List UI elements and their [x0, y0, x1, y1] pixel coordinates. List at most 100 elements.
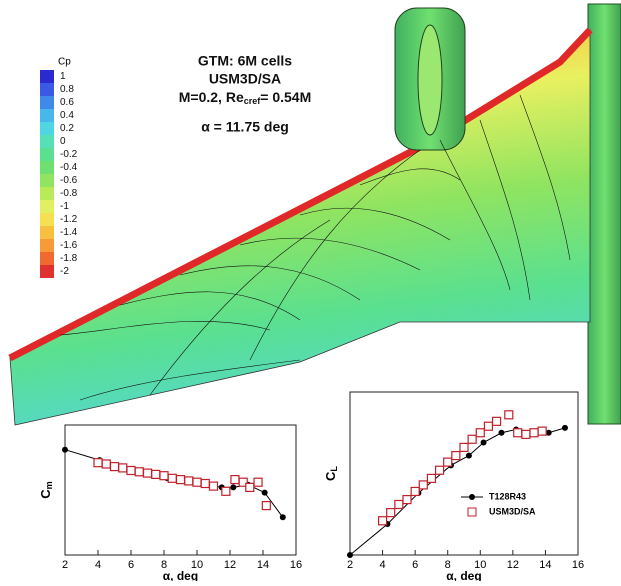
colorbar: Cp 1 0.8 0.6 0.4 0.2 0 -0.2 -0.4 -0.6 -0.8 -1 -1.2 -…: [40, 57, 78, 278]
x-tick-label: 12: [507, 559, 519, 571]
colorbar-band: [40, 161, 54, 174]
data-point: [175, 475, 186, 485]
data-point: [529, 428, 539, 438]
annotation: GTM: 6M cells USM3D/SA M=0.2, Recref= 0.…: [179, 53, 311, 135]
colorbar-band: [40, 226, 54, 239]
data-point: [426, 473, 437, 483]
y-axis-label-sub: L: [329, 466, 339, 472]
data-point: [208, 481, 219, 491]
annotation-line: USM3D/SA: [209, 71, 281, 87]
x-tick-label: 8: [161, 559, 167, 571]
data-point: [62, 446, 68, 453]
data-point: [93, 458, 103, 468]
data-point: [118, 463, 128, 473]
y-axis-label: Cm: [38, 481, 54, 498]
data-point: [465, 452, 472, 459]
colorbar-tick-label: -0.8: [60, 188, 78, 199]
y-axis-label-sub: m: [44, 481, 54, 489]
data-point: [394, 499, 404, 510]
y-axis-label-main: C: [38, 489, 53, 499]
data-point: [475, 428, 485, 438]
colorbar-tick-label: -1: [60, 201, 69, 212]
colorbar-band: [40, 96, 54, 109]
colorbar-tick-label: -1.4: [60, 227, 78, 238]
y-axis-label: CL: [323, 466, 339, 481]
x-tick-label: 14: [539, 559, 551, 571]
data-point: [561, 424, 568, 431]
data-point: [347, 552, 353, 558]
x-tick-label: 8: [445, 559, 451, 571]
data-point: [230, 484, 237, 491]
colorbar-band: [40, 265, 54, 278]
colorbar-band: [40, 83, 54, 96]
data-point: [443, 457, 453, 467]
data-point: [537, 426, 547, 436]
x-tick-label: 16: [572, 559, 584, 571]
x-tick-label: 2: [62, 559, 68, 571]
data-point: [491, 416, 502, 426]
data-point: [109, 462, 120, 472]
data-point: [134, 467, 144, 477]
annotation-conditions: M=0.2, Recref= 0.54M: [179, 89, 311, 107]
colorbar-band: [40, 239, 54, 252]
legend-label: T128R43: [489, 491, 526, 501]
x-tick-label: 4: [95, 559, 101, 571]
data-point: [386, 508, 396, 518]
x-tick-label: 10: [474, 559, 486, 571]
colorbar-tick-label: -1.2: [60, 214, 78, 225]
pylon: [417, 24, 443, 136]
colorbar-tick-label: 1: [60, 71, 66, 82]
colorbar-tick-label: -0.6: [60, 175, 78, 186]
data-point: [101, 459, 111, 469]
x-tick-label: 12: [224, 559, 236, 571]
data-point: [402, 494, 412, 505]
colorbar-tick-label: 0.6: [60, 97, 74, 108]
data-point: [221, 486, 231, 496]
colorbar-tick-label: -2: [60, 266, 69, 277]
data-point: [159, 471, 169, 481]
x-tick-label: 16: [290, 559, 302, 571]
colorbar-tick-label: -0.4: [60, 162, 78, 173]
data-point: [459, 442, 469, 453]
colorbar-tick-label: -1.8: [60, 253, 78, 264]
data-point: [245, 482, 255, 492]
data-point: [192, 477, 202, 487]
x-tick-label: 6: [412, 559, 418, 571]
streamlines: [59, 94, 571, 401]
chart: 2 4 6 8 10 12 14 16 α, deg Cm: [38, 424, 302, 583]
x-tick-label: 4: [380, 559, 386, 571]
data-point: [545, 429, 552, 436]
colorbar-band: [40, 70, 54, 83]
data-point: [483, 421, 494, 431]
data-point: [151, 469, 161, 479]
colorbar-band: [40, 187, 54, 200]
data-point: [184, 476, 194, 486]
data-point: [513, 428, 523, 438]
x-tick-label: 6: [128, 559, 134, 571]
data-point: [434, 465, 445, 475]
colorbar-band: [40, 135, 54, 148]
data-point: [238, 477, 248, 487]
data-point: [410, 486, 420, 497]
data-point: [451, 450, 461, 461]
colorbar-band: [40, 122, 54, 135]
data-point: [377, 516, 388, 526]
plot-frame: [349, 391, 579, 556]
colorbar-tick-label: 0.8: [60, 84, 74, 95]
wing-render: [8, 3, 621, 426]
colorbar-tick-label: -1.6: [60, 240, 78, 251]
re-value: = 0.54M: [260, 89, 311, 105]
mach-text: M=0.2, Re: [179, 89, 244, 105]
x-tick-label: 10: [191, 559, 203, 571]
colorbar-title: Cp: [58, 57, 71, 68]
colorbar-tick-label: 0.2: [60, 123, 74, 134]
data-point: [480, 439, 487, 446]
colorbar-tick-label: -0.2: [60, 149, 78, 160]
colorbar-band: [40, 148, 54, 161]
colorbar-band: [40, 213, 54, 226]
data-point: [279, 514, 286, 521]
legend-marker: [469, 494, 475, 500]
colorbar-band: [40, 174, 54, 187]
x-axis-label: α, deg: [163, 569, 198, 581]
legend-label: USM3D/SA: [489, 506, 536, 516]
